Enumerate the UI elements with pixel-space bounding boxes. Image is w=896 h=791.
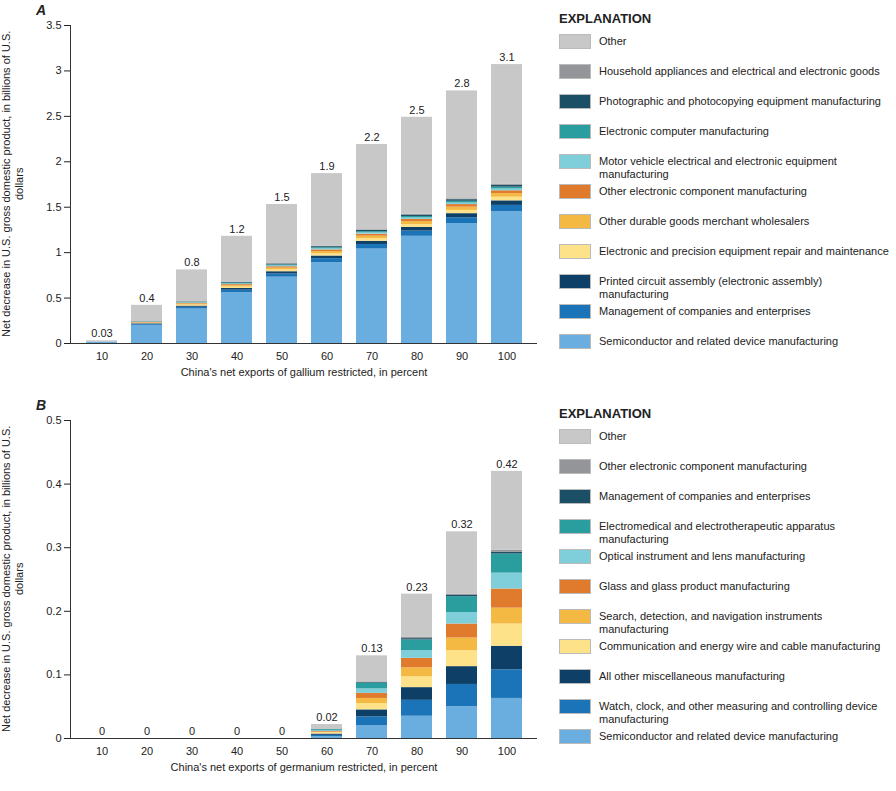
svg-text:0.23: 0.23: [406, 581, 427, 593]
html-text:Other electronic component man: Other electronic component manufacturing: [599, 185, 807, 197]
html-text:Management of companies and en: Management of companies and enterprises: [599, 305, 811, 317]
svg-text:0.3: 0.3: [46, 541, 61, 553]
html-text:Other durable goods merchant w: Other durable goods merchant wholesalers: [599, 215, 810, 227]
svg-text:0.4: 0.4: [139, 292, 154, 304]
svg-text:0.02: 0.02: [316, 711, 337, 723]
svg-text:60: 60: [321, 350, 333, 362]
svg-text:0.2: 0.2: [46, 605, 61, 617]
svg-text:80: 80: [411, 745, 423, 757]
html-text:Semiconductor and related devi: Semiconductor and related device manufac…: [599, 335, 839, 347]
svg-text:1.2: 1.2: [229, 223, 244, 235]
svg-text:50: 50: [276, 745, 288, 757]
html-text:Semiconductor and related devi: Semiconductor and related device manufac…: [599, 730, 839, 742]
svg-text:0: 0: [144, 725, 150, 737]
html-text:All other miscellaneous manufa: All other miscellaneous manufacturing: [599, 670, 785, 682]
html-text:Electromedical and electrother: Electromedical and electrotherapeutic ap…: [599, 520, 835, 545]
html-text:Optical instrument and lens ma: Optical instrument and lens manufacturin…: [599, 550, 806, 562]
svg-text:0: 0: [189, 725, 195, 737]
html-text:A: A: [36, 2, 47, 18]
svg-text:0: 0: [234, 725, 240, 737]
svg-text:2.5: 2.5: [46, 110, 61, 122]
svg-text:30: 30: [186, 350, 198, 362]
svg-text:China's net exports of gallium: China's net exports of gallium restricte…: [181, 366, 428, 378]
svg-text:2: 2: [55, 155, 61, 167]
svg-text:3: 3: [55, 64, 61, 76]
html-text:Motor vehicle electrical and e: Motor vehicle electrical and electronic …: [599, 155, 837, 180]
svg-text:0.5: 0.5: [46, 414, 61, 426]
html-text:B: B: [36, 397, 47, 413]
svg-text:0.1: 0.1: [46, 668, 61, 680]
svg-text:0: 0: [279, 725, 285, 737]
svg-text:0.8: 0.8: [184, 256, 199, 268]
html-text:Photographic and photocopying: Photographic and photocopying equipment …: [599, 95, 881, 107]
svg-text:1.5: 1.5: [274, 191, 289, 203]
html-text:Net decrease in U.S. gross dom: Net decrease in U.S. gross domestic prod…: [0, 30, 25, 338]
html-text:EXPLANATION: EXPLANATION: [559, 11, 652, 26]
svg-text:1: 1: [55, 246, 61, 258]
svg-text:0: 0: [55, 732, 61, 744]
svg-text:10: 10: [96, 350, 108, 362]
svg-text:2.2: 2.2: [364, 131, 379, 143]
html-text:Electronic and precision equip: Electronic and precision equipment repai…: [599, 245, 889, 257]
html-text:Search, detection, and navigat: Search, detection, and navigation instru…: [599, 610, 823, 635]
svg-text:0: 0: [55, 337, 61, 349]
html-text:Glass and glass product manufa: Glass and glass product manufacturing: [599, 580, 790, 592]
svg-text:100: 100: [498, 745, 516, 757]
svg-text:100: 100: [498, 350, 516, 362]
html-text:Other: Other: [599, 430, 627, 442]
html-text:Watch, clock, and other measur: Watch, clock, and other measuring and co…: [599, 700, 878, 725]
svg-text:10: 10: [96, 745, 108, 757]
html-text:Net decrease in U.S. gross dom: Net decrease in U.S. gross domestic prod…: [0, 425, 25, 733]
svg-text:2.8: 2.8: [454, 77, 469, 89]
svg-text:40: 40: [231, 350, 243, 362]
svg-text:0.5: 0.5: [46, 292, 61, 304]
svg-text:0.32: 0.32: [451, 518, 472, 530]
html-text:Household appliances and elect: Household appliances and electrical and …: [599, 65, 880, 77]
svg-text:60: 60: [321, 745, 333, 757]
svg-text:50: 50: [276, 350, 288, 362]
svg-text:40: 40: [231, 745, 243, 757]
svg-text:1.9: 1.9: [319, 160, 334, 172]
svg-text:90: 90: [456, 745, 468, 757]
html-text:Electronic computer manufactur: Electronic computer manufacturing: [599, 125, 769, 137]
html-text:Communication and energy wire: Communication and energy wire and cable …: [599, 640, 881, 652]
svg-text:0: 0: [99, 725, 105, 737]
svg-text:20: 20: [141, 350, 153, 362]
svg-text:0.13: 0.13: [361, 642, 382, 654]
svg-text:30: 30: [186, 745, 198, 757]
svg-text:2.5: 2.5: [409, 104, 424, 116]
html-text:Printed circuit assembly (elec: Printed circuit assembly (electronic ass…: [599, 275, 823, 300]
svg-text:0.4: 0.4: [46, 478, 61, 490]
html-text:EXPLANATION: EXPLANATION: [559, 406, 652, 421]
svg-text:1.5: 1.5: [46, 201, 61, 213]
svg-text:80: 80: [411, 350, 423, 362]
svg-text:70: 70: [366, 745, 378, 757]
svg-text:China's net exports of germani: China's net exports of germanium restric…: [171, 761, 438, 773]
html-text:Management of companies and en: Management of companies and enterprises: [599, 490, 811, 502]
svg-text:3.5: 3.5: [46, 19, 61, 31]
svg-text:20: 20: [141, 745, 153, 757]
svg-text:70: 70: [366, 350, 378, 362]
svg-text:0.03: 0.03: [91, 327, 112, 339]
svg-text:0.42: 0.42: [496, 458, 517, 470]
html-text:Other: Other: [599, 35, 627, 47]
svg-text:3.1: 3.1: [499, 51, 514, 63]
html-text:Other electronic component man: Other electronic component manufacturing: [599, 460, 807, 472]
svg-text:90: 90: [456, 350, 468, 362]
